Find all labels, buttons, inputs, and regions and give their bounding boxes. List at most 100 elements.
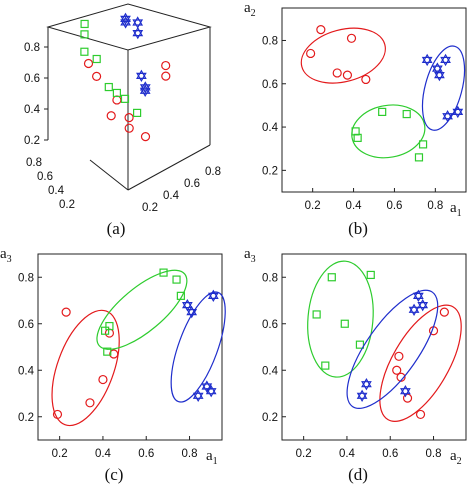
data-point (452, 105, 464, 119)
series-square (80, 19, 142, 118)
data-point (161, 60, 171, 71)
right-depth-axis-ticks: 0.2 0.4 0.6 0.8 (142, 166, 221, 214)
series-hexagram (170, 289, 226, 403)
data-point (312, 310, 321, 319)
data-point (132, 26, 144, 40)
y-tick-label: 0.8 (262, 35, 278, 47)
data-point (186, 305, 198, 319)
data-point (378, 107, 387, 117)
cluster-ellipse (351, 104, 426, 159)
y-tick-label: 0.2 (262, 412, 278, 424)
data-point (112, 95, 122, 105)
cluster-ellipse (379, 304, 462, 422)
x-axis-label: a1 (450, 200, 462, 219)
data-point (120, 16, 131, 29)
data-point (355, 340, 365, 349)
data-point (172, 275, 181, 284)
data-point (106, 111, 116, 121)
z-tick-label: 0.8 (24, 42, 40, 54)
data-point (103, 347, 112, 356)
data-point (434, 68, 445, 82)
data-point (124, 112, 134, 123)
z-tick-label: 0.6 (24, 73, 40, 85)
series-circle (379, 304, 462, 422)
x-tick-label: 0.2 (305, 200, 321, 212)
x-tick-label: 0.8 (426, 448, 442, 460)
data-point (415, 409, 426, 420)
y-tick-label: 0.2 (262, 165, 278, 177)
data-point (98, 374, 108, 385)
data-point (394, 351, 404, 361)
x-tick-label: 0.4 (95, 448, 112, 460)
x-tick-label: 0.4 (346, 200, 363, 212)
data-point (201, 380, 213, 393)
y-tick-label: 0.6 (262, 319, 278, 331)
data-point (366, 270, 375, 280)
data-point (418, 140, 428, 149)
left-depth-tick-label: 0.8 (26, 157, 42, 169)
data-point (112, 88, 122, 98)
data-point (83, 58, 94, 69)
data-point (346, 33, 357, 43)
data-point (120, 94, 130, 103)
data-point (402, 109, 411, 119)
cube-bottom-right-edge (127, 144, 211, 191)
data-point (353, 133, 362, 142)
y-tick-label: 0.6 (262, 79, 278, 91)
cube-frame (46, 3, 212, 191)
x-tick-label: 0.8 (427, 200, 443, 212)
data-point (61, 307, 71, 317)
x-tick-label: 0.4 (339, 448, 356, 460)
x-tick-label: 0.6 (386, 200, 402, 212)
data-point (417, 298, 429, 312)
data-point (306, 48, 316, 59)
data-point (159, 268, 168, 277)
panel-c-scatter: 0.2 0.4 0.6 0.8 0.2 0.4 0.6 0.8 a1 a3 (c) (0, 246, 226, 484)
series-square (351, 104, 428, 162)
cluster-ellipse (300, 27, 386, 84)
x-tick-label: 0.2 (52, 448, 68, 460)
data-point (104, 82, 113, 92)
panel-a-3d-scatter: 0.8 0.6 0.4 0.2 0.8 0.6 0.4 0.2 0.2 0.4 0.6 0.8 (… (24, 3, 221, 238)
data-point (342, 70, 353, 80)
data-point (124, 123, 134, 133)
data-point (316, 25, 326, 35)
data-point (105, 321, 114, 331)
data-point (400, 384, 411, 398)
left-depth-tick-label: 0.6 (37, 171, 53, 183)
y-tick-label: 0.8 (18, 272, 34, 284)
data-point (413, 289, 424, 303)
cluster-ellipse (346, 289, 439, 409)
y-axis-label: a3 (0, 246, 12, 265)
panel-b-caption: (b) (348, 219, 368, 238)
cube-bottom-left-edge (89, 159, 129, 191)
axes-box (281, 7, 467, 193)
series-square (307, 260, 375, 378)
z-tick-label: 0.4 (24, 104, 41, 116)
cube-top-face (46, 3, 212, 51)
data-point (136, 69, 147, 83)
x-tick-label: 0.6 (382, 448, 398, 460)
panel-a-caption: (a) (107, 219, 126, 238)
data-point (92, 54, 101, 64)
series-hexagram (346, 289, 439, 409)
series-circle (83, 58, 171, 142)
series-circle (51, 307, 120, 427)
panel-d-scatter: 0.2 0.4 0.6 0.8 0.2 0.4 0.6 0.8 a2 a3 (d) (244, 246, 467, 484)
data-point (361, 377, 372, 391)
y-tick-label: 0.8 (262, 272, 278, 284)
data-point (161, 71, 171, 81)
data-point (356, 389, 368, 403)
data-point (85, 398, 95, 408)
z-tick-label: 0.2 (24, 135, 40, 147)
data-point (439, 307, 449, 317)
left-depth-tick-label: 0.4 (48, 185, 65, 197)
data-point (80, 47, 89, 56)
y-tick-label: 0.4 (262, 365, 279, 377)
data-point (133, 108, 142, 118)
cluster-ellipse (96, 269, 188, 350)
data-point (207, 289, 219, 303)
data-point (181, 298, 193, 312)
x-tick-label: 0.6 (138, 448, 154, 460)
